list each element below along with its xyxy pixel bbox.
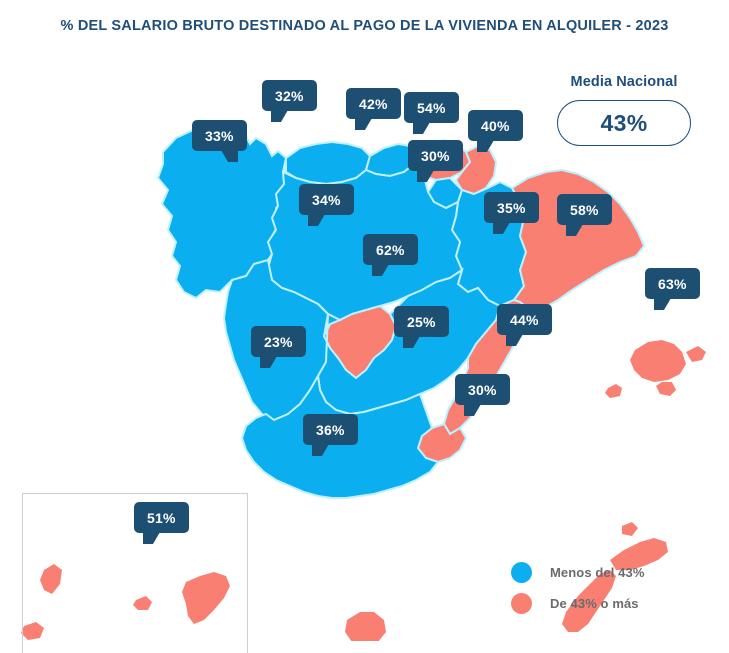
callout-la-rioja[interactable]: 40% — [468, 110, 523, 152]
callout-navarra-value: 30% — [421, 147, 450, 164]
callout-galicia-value: 33% — [205, 127, 234, 144]
circle-icon-above-average — [511, 593, 532, 614]
callout-pais-vasco-value: 54% — [417, 99, 446, 116]
region-baleares[interactable] — [605, 340, 706, 398]
callout-navarra[interactable]: 30% — [408, 140, 463, 182]
callout-canarias-value: 51% — [147, 509, 176, 526]
callout-asturias[interactable]: 32% — [262, 80, 317, 122]
callout-castilla-y-leon[interactable]: 34% — [299, 184, 354, 226]
legend-item-below-average[interactable]: Menos del 43% — [511, 557, 645, 588]
callout-valenciana[interactable]: 44% — [497, 304, 552, 346]
callout-castilla-y-leon-value: 34% — [312, 191, 341, 208]
callout-aragon[interactable]: 35% — [484, 192, 539, 234]
callout-murcia-value: 30% — [468, 381, 497, 398]
national-average-label: Media Nacional — [570, 74, 678, 90]
callout-madrid[interactable]: 62% — [363, 234, 418, 276]
region-canarias[interactable] — [21, 522, 668, 641]
circle-icon-below-average — [511, 562, 532, 583]
callout-andalucia[interactable]: 36% — [303, 414, 358, 456]
callout-canarias[interactable]: 51% — [134, 502, 189, 544]
map-legend: Menos del 43% De 43% o más — [511, 557, 645, 619]
callout-castilla-la-mancha-value: 25% — [407, 313, 436, 330]
national-average-value: 43% — [600, 109, 648, 136]
callout-baleares-value: 63% — [658, 275, 687, 292]
callout-murcia[interactable]: 30% — [455, 374, 510, 416]
callout-extremadura-value: 23% — [264, 333, 293, 350]
national-average-block: Media Nacional 43% — [536, 74, 712, 146]
legend-label-below-average: Menos del 43% — [550, 565, 645, 580]
callout-pais-vasco[interactable]: 54% — [404, 92, 459, 134]
spain-choropleth-map — [21, 124, 706, 641]
region-cataluna[interactable] — [510, 168, 646, 312]
map-container: Media Nacional 43% 33% 32% 42% 54% 30% 4… — [0, 52, 729, 653]
callout-valenciana-value: 44% — [510, 311, 539, 328]
callout-madrid-value: 62% — [376, 241, 405, 258]
canary-islands-inset-frame — [22, 493, 248, 653]
callout-aragon-value: 35% — [497, 199, 526, 216]
callout-asturias-value: 32% — [275, 87, 304, 104]
callout-cataluna[interactable]: 58% — [557, 194, 612, 236]
page-title: % DEL SALARIO BRUTO DESTINADO AL PAGO DE… — [60, 18, 669, 34]
callout-cantabria[interactable]: 42% — [346, 88, 401, 130]
callout-extremadura[interactable]: 23% — [251, 326, 306, 368]
callout-castilla-la-mancha[interactable]: 25% — [394, 306, 449, 348]
callout-baleares[interactable]: 63% — [645, 268, 700, 310]
legend-item-above-average[interactable]: De 43% o más — [511, 588, 645, 619]
callout-la-rioja-value: 40% — [481, 117, 510, 134]
callout-cataluna-value: 58% — [570, 201, 599, 218]
national-average-pill: 43% — [557, 100, 691, 146]
legend-label-above-average: De 43% o más — [550, 596, 639, 611]
callout-galicia[interactable]: 33% — [192, 120, 247, 162]
callout-andalucia-value: 36% — [316, 421, 345, 438]
callout-cantabria-value: 42% — [359, 95, 388, 112]
